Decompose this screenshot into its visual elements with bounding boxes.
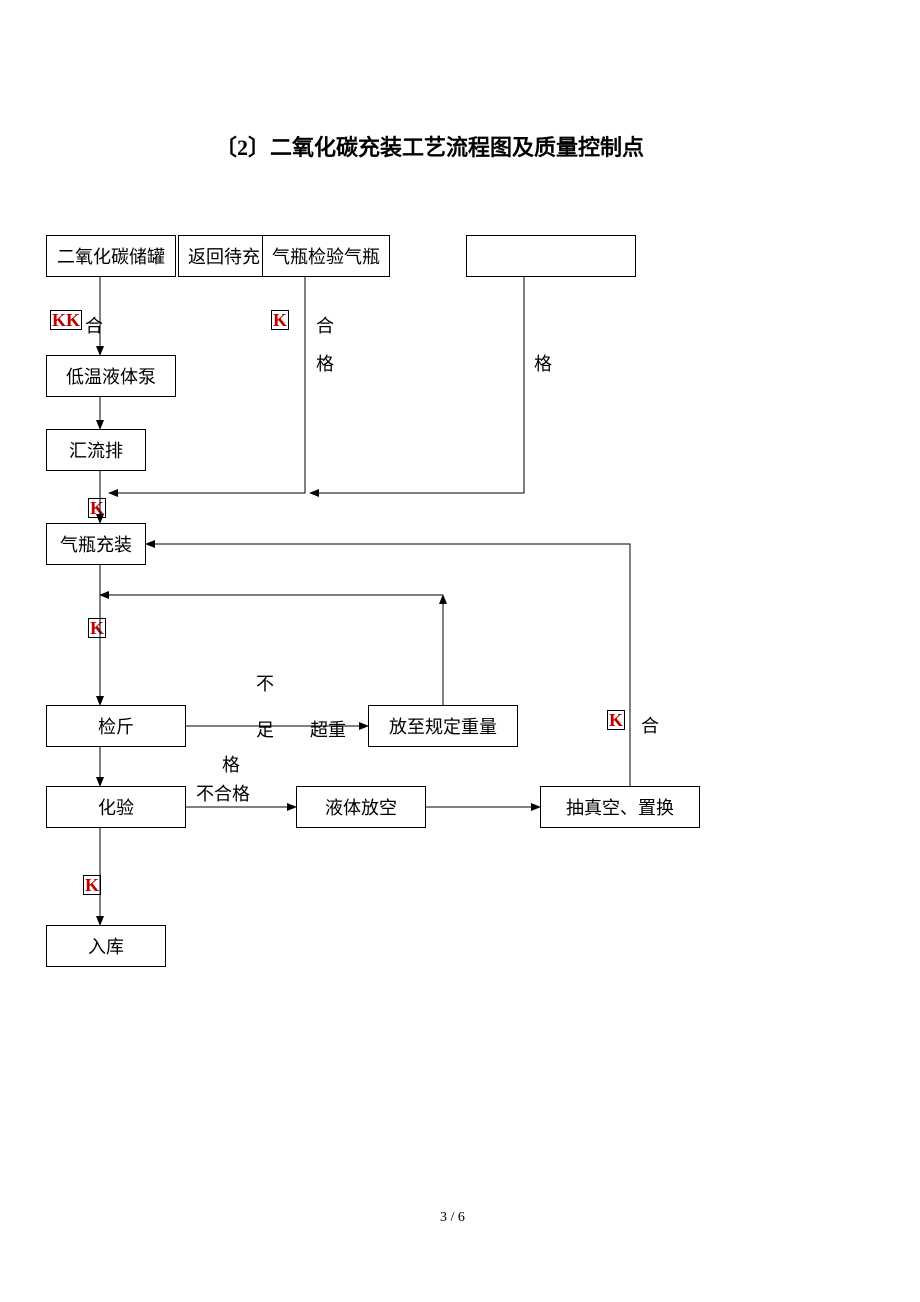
node-label: 气瓶检验气瓶 (272, 243, 380, 269)
node-label: 检斤 (98, 713, 134, 739)
edge-label: 格 (534, 350, 552, 376)
node-evac: 抽真空、置换 (540, 786, 700, 828)
node-label: 化验 (98, 794, 134, 820)
node-label: 二氧化碳储罐 (57, 243, 165, 269)
edge-label: 格 (222, 751, 240, 777)
edge-label: 合 (85, 312, 103, 338)
k-marker: K (88, 618, 106, 638)
node-manifold: 汇流排 (46, 429, 146, 471)
edge-label: 合 (641, 712, 659, 738)
k-marker: K (83, 875, 101, 895)
edge-label: 合 (316, 312, 334, 338)
k-marker: K (607, 710, 625, 730)
edge-label: 不合格 (196, 780, 250, 806)
node-inspect: 气瓶检验气瓶 (262, 235, 390, 277)
k-marker: K (88, 498, 106, 518)
flow-arrows (0, 0, 920, 1302)
k-marker: KK (50, 310, 82, 330)
node-drain: 液体放空 (296, 786, 426, 828)
node-spec: 放至规定重量 (368, 705, 518, 747)
node-return: 返回待充 (178, 235, 270, 277)
node-label: 放至规定重量 (389, 713, 497, 739)
node-store: 入库 (46, 925, 166, 967)
node-assay: 化验 (46, 786, 186, 828)
node-label: 汇流排 (69, 437, 123, 463)
node-label: 液体放空 (325, 794, 397, 820)
page-title: 〔2〕二氧化碳充装工艺流程图及质量控制点 (215, 130, 644, 162)
k-marker: K (271, 310, 289, 330)
page-number: 3 / 6 (440, 1210, 465, 1226)
node-pump: 低温液体泵 (46, 355, 176, 397)
node-label: 气瓶充装 (60, 531, 132, 557)
edge-label: 格 (316, 350, 334, 376)
node-fill: 气瓶充装 (46, 523, 146, 565)
node-label: 低温液体泵 (66, 363, 156, 389)
edge-label: 超重 (310, 716, 346, 742)
edge-label: 不 (256, 670, 274, 696)
edge-label: 足 (256, 716, 274, 742)
node-label: 入库 (88, 933, 124, 959)
node-tank: 二氧化碳储罐 (46, 235, 176, 277)
node-label: 返回待充 (188, 243, 260, 269)
node-label: 抽真空、置换 (566, 794, 674, 820)
node-weigh: 检斤 (46, 705, 186, 747)
node-empty (466, 235, 636, 277)
